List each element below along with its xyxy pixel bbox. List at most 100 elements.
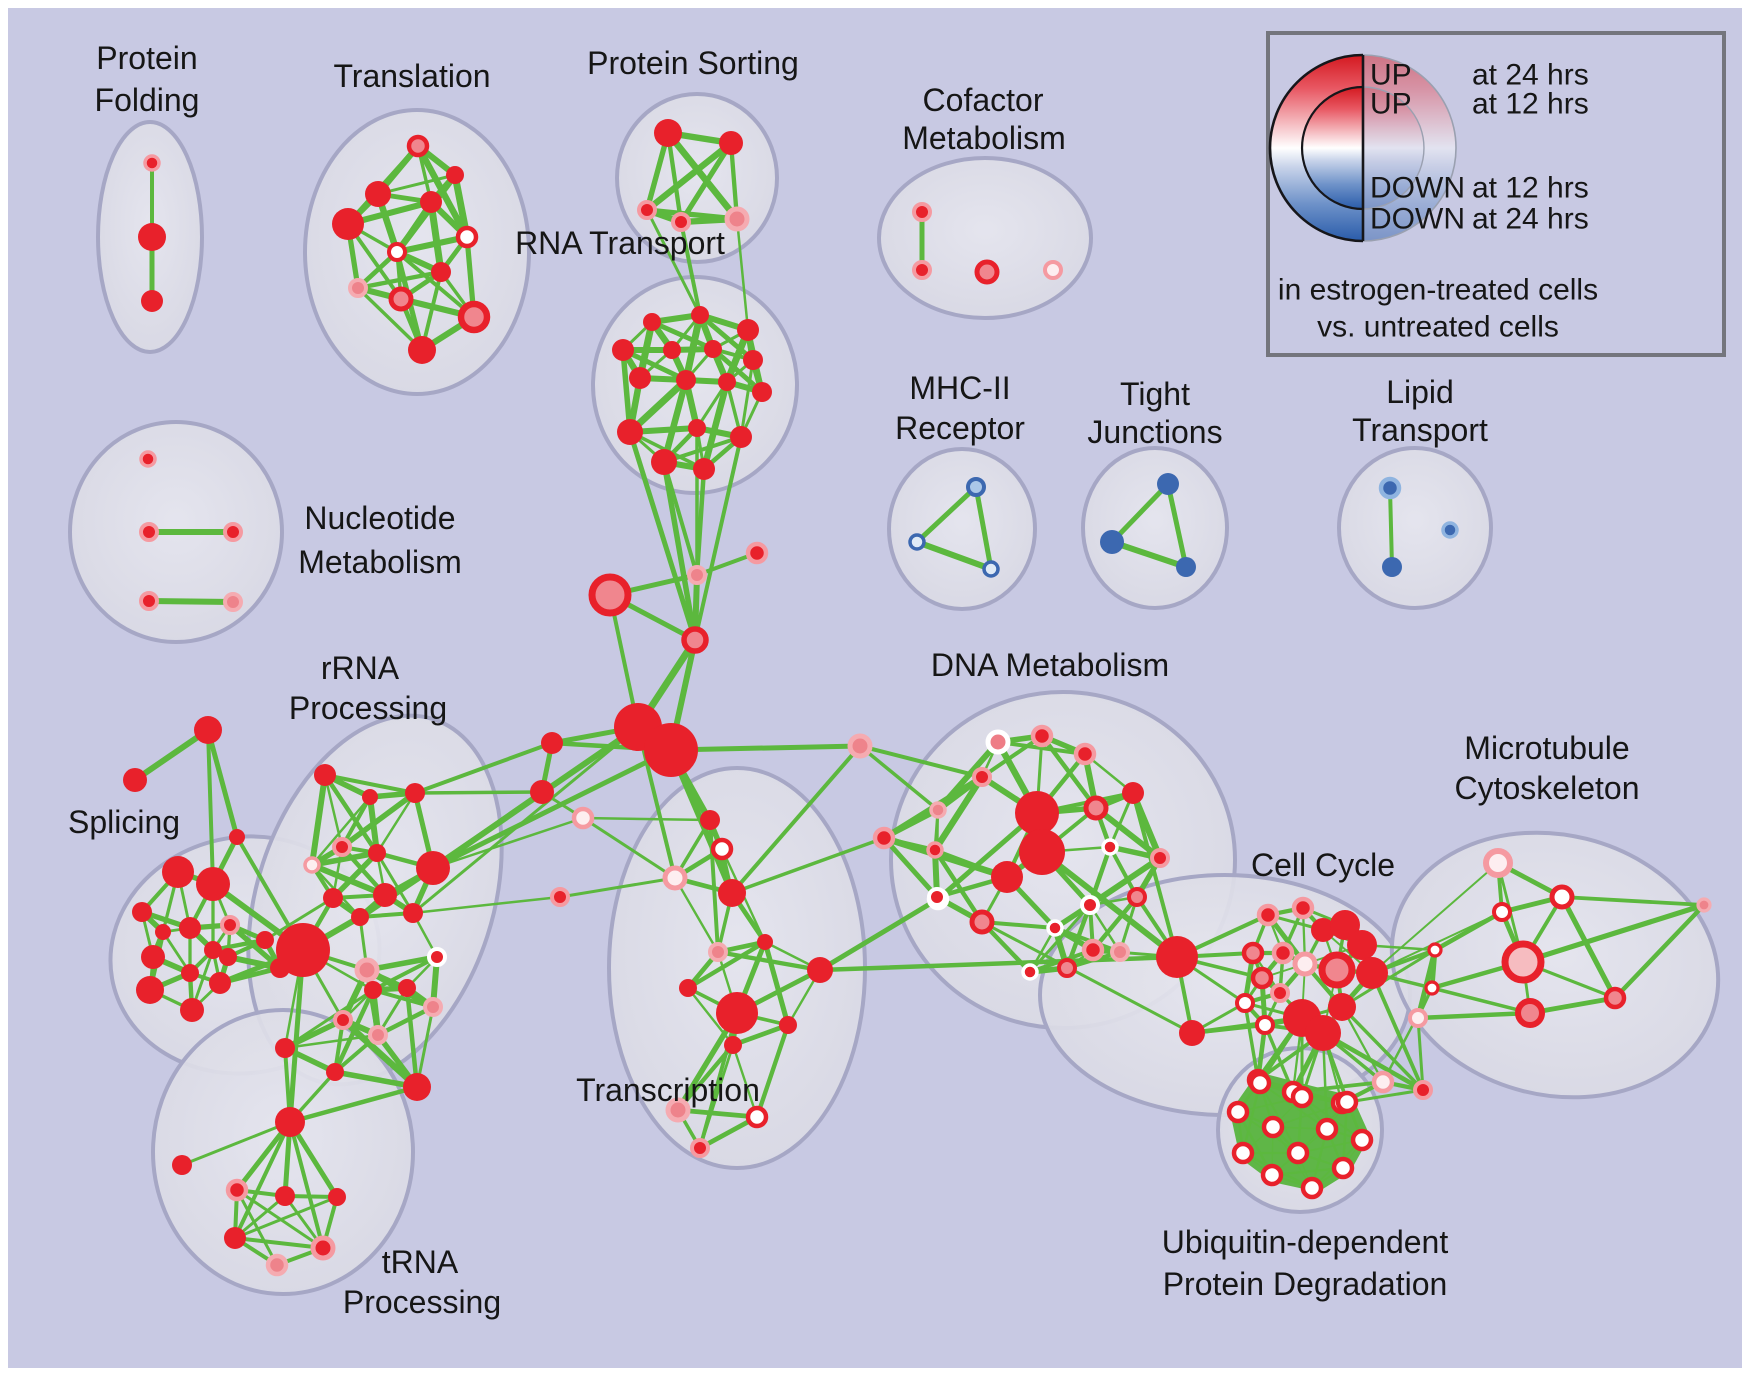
legend-inner-arc-right xyxy=(1362,86,1425,210)
node-ubiquitin-9 xyxy=(1331,1156,1355,1180)
node-rrna-3 xyxy=(332,837,352,857)
node-cellcycle-12 xyxy=(1235,993,1255,1013)
legend-time-2: at 12 hrs xyxy=(1472,172,1589,205)
node-hub-6 xyxy=(847,733,873,759)
node-cellcycle-6 xyxy=(1271,941,1295,965)
node-dna-18 xyxy=(1081,938,1105,962)
node-hub-3 xyxy=(745,541,769,565)
edge-protein_sorting xyxy=(728,140,740,222)
cluster-ellipse-trna xyxy=(151,1008,415,1296)
node-splicing-5 xyxy=(141,945,165,969)
edge-lipid xyxy=(1388,486,1394,569)
node-cofactor-2 xyxy=(974,259,1000,285)
cluster-label-mhc-1: Receptor xyxy=(895,410,1025,446)
legend-time-0: at 24 hrs xyxy=(1472,59,1589,92)
node-rrna-10 xyxy=(416,851,450,885)
node-hub-0 xyxy=(687,565,707,585)
node-trna-6 xyxy=(310,1235,336,1261)
node-ubiquitin-11 xyxy=(1300,1176,1324,1200)
edge-cellcycle xyxy=(1370,971,1425,1092)
node-hub-5 xyxy=(644,723,698,777)
node-cellcycle-0 xyxy=(1256,903,1280,927)
edge-rna_transport xyxy=(739,358,755,439)
edge-splicing xyxy=(206,728,215,886)
node-protein_sorting-4 xyxy=(724,206,750,232)
edge-tight xyxy=(1109,539,1189,570)
edge-rrna xyxy=(309,772,328,868)
node-nucleotide-3 xyxy=(139,591,159,611)
node-splicing-16 xyxy=(123,768,147,792)
edge-link xyxy=(287,1084,420,1125)
edge-transcription xyxy=(754,1022,791,1120)
edge-nucleotide xyxy=(146,598,236,605)
edge-rna_transport xyxy=(660,376,690,466)
edge-dna xyxy=(1090,894,1140,953)
cluster-label-nucleotide-0: Nucleotide xyxy=(304,500,455,536)
labels-layer: Protein Folding Translation Protein Sorting… xyxy=(68,40,1640,1320)
cluster-label-protein_sorting-0: Protein Sorting xyxy=(587,45,799,81)
edge-transcription xyxy=(698,1011,739,1150)
edge-link xyxy=(679,220,702,317)
cluster-ellipse-tight xyxy=(1081,446,1229,610)
edge-transcription xyxy=(730,1022,791,1048)
node-tight-2 xyxy=(1176,557,1196,577)
node-rrna-15 xyxy=(398,979,416,997)
node-rrna-5 xyxy=(368,844,386,862)
node-translation-11 xyxy=(446,166,464,184)
node-microtubule-5 xyxy=(1424,980,1440,996)
node-rrna-11 xyxy=(276,923,330,977)
node-dna-10 xyxy=(926,841,944,859)
node-rna_transport-12 xyxy=(688,419,706,437)
cluster-label-mhc-0: MHC-II xyxy=(909,370,1010,406)
node-translation-5 xyxy=(387,242,407,262)
node-ubiquitin-7 xyxy=(1231,1141,1255,1165)
edge-dna xyxy=(881,835,940,900)
edge-transcription xyxy=(685,939,768,991)
node-protein_sorting-1 xyxy=(719,131,743,155)
node-rna_transport-11 xyxy=(617,419,643,445)
node-translation-2 xyxy=(332,208,364,240)
edge-cellcycle xyxy=(1243,1001,1260,1082)
node-hub-8 xyxy=(550,887,570,907)
edge-microtubule xyxy=(1612,902,1707,1001)
node-trna-5 xyxy=(224,1227,246,1249)
cluster-label-tight-0: Tight xyxy=(1120,376,1190,412)
legend-box xyxy=(1266,31,1726,357)
edge-protein_sorting xyxy=(665,130,684,225)
cluster-label-rrna-1: Processing xyxy=(289,690,447,726)
edge-link xyxy=(287,947,306,1125)
node-rna_transport-5 xyxy=(704,340,722,358)
cluster-label-microtubule-0: Microtubule xyxy=(1464,730,1629,766)
edge-link xyxy=(661,459,698,643)
node-transcription-1 xyxy=(710,837,734,861)
node-mhc-1 xyxy=(908,533,926,551)
node-hub-10 xyxy=(541,732,563,754)
node-microtubule-9 xyxy=(1696,897,1712,913)
node-cellcycle-5 xyxy=(1241,941,1265,965)
edge-link xyxy=(413,741,554,795)
node-protein_sorting-0 xyxy=(654,119,682,147)
cluster-label-microtubule-1: Cytoskeleton xyxy=(1455,770,1640,806)
node-splicing-4 xyxy=(220,915,240,935)
node-microtubule-8 xyxy=(1408,1008,1428,1028)
edge-protein_sorting xyxy=(643,139,735,214)
edge-translation xyxy=(395,250,476,319)
node-cofactor-0 xyxy=(912,202,932,222)
node-ubiquitin-8 xyxy=(1286,1141,1310,1165)
node-translation-9 xyxy=(457,300,491,334)
node-rna_transport-0 xyxy=(643,313,661,331)
cluster-label-trna-1: Processing xyxy=(343,1284,501,1320)
node-lipid-1 xyxy=(1382,557,1402,577)
node-microtubule-7 xyxy=(1603,986,1627,1010)
node-cofactor-1 xyxy=(912,260,932,280)
node-tight-0 xyxy=(1157,473,1179,495)
node-splicing-8 xyxy=(136,976,164,1004)
edge-rrna xyxy=(283,988,375,1050)
node-transcription-0 xyxy=(700,810,720,830)
node-rrna-2 xyxy=(405,783,425,803)
edge-link xyxy=(1371,911,1503,974)
edge-link xyxy=(431,816,585,870)
node-nucleotide-0 xyxy=(139,450,157,468)
cluster-label-rrna-0: rRNA xyxy=(321,650,400,686)
node-translation-1 xyxy=(365,181,391,207)
